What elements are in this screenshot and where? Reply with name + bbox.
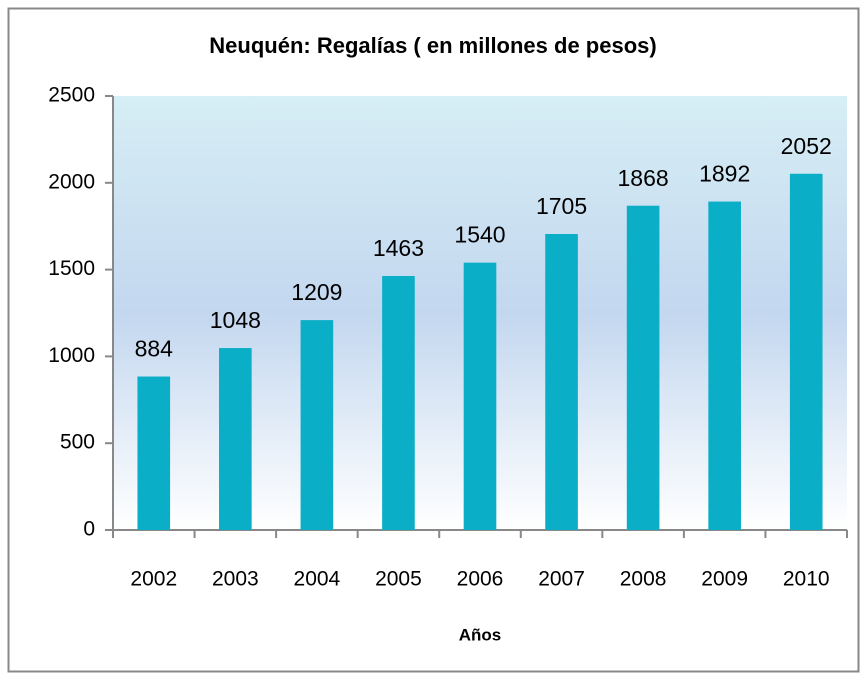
y-tick-label: 2500 [48,84,95,107]
bar [545,234,578,530]
data-label: 1892 [699,161,750,187]
x-tick-label: 2006 [457,568,504,591]
data-label: 1048 [210,307,261,333]
y-tick-label: 1500 [48,257,95,280]
x-tick-label: 2007 [538,568,585,591]
data-label: 1540 [454,222,505,248]
bar [708,201,741,530]
bar [137,376,171,530]
y-tick-label: 0 [83,518,95,541]
data-label: 1209 [291,279,342,305]
bar [300,320,334,530]
chart-title: Neuquén: Regalías ( en millones de pesos… [209,33,656,58]
x-tick-label: 2005 [375,568,422,591]
x-tick-label: 2004 [294,568,341,591]
bar [382,276,415,530]
data-label: 1868 [618,165,669,191]
x-axis-title: Años [459,625,502,644]
y-tick-label: 2000 [48,170,95,193]
x-tick-label: 2003 [212,568,259,591]
data-label: 884 [135,336,174,362]
x-tick-label: 2002 [130,568,177,591]
bar [789,173,823,530]
bar [463,262,497,530]
data-label: 1463 [373,235,424,261]
bar [219,348,252,530]
x-tick-label: 2010 [783,568,830,591]
data-label: 1705 [536,193,587,219]
y-tick-label: 1000 [48,344,95,367]
x-tick-label: 2008 [620,568,667,591]
x-tick-label: 2009 [701,568,748,591]
data-label: 2052 [781,133,832,159]
y-tick-label: 500 [60,431,95,454]
bar [626,205,660,530]
